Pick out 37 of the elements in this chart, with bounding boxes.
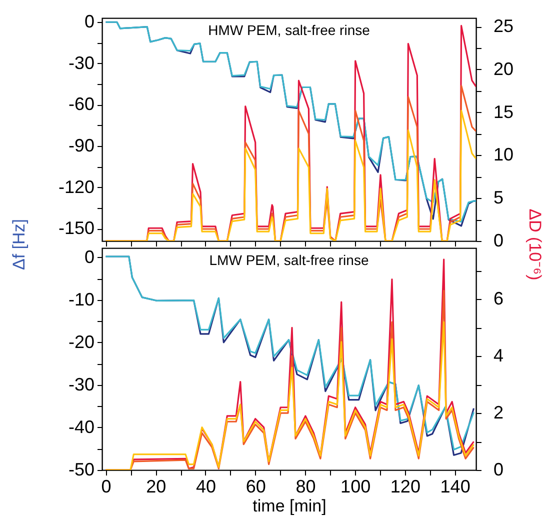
- line-series: [104, 321, 475, 470]
- y2-tick-label: 25: [494, 16, 514, 36]
- y-tick-label: -10: [68, 289, 94, 310]
- y-tick-label: -90: [68, 136, 94, 156]
- y-tick-label: -150: [58, 218, 94, 238]
- line-series: [104, 110, 476, 241]
- chart-title: LMW PEM, salt-free rinse: [209, 252, 369, 268]
- x-tick-label: 40: [196, 476, 216, 496]
- y2-axis-title: ΔD (10⁻⁶): [526, 208, 545, 280]
- x-tick-label: 60: [246, 476, 266, 496]
- y-tick-label: -40: [68, 416, 94, 437]
- y2-tick-label: 15: [494, 102, 514, 122]
- y-tick-label: 0: [84, 246, 94, 267]
- y-tick-label: -50: [68, 460, 94, 480]
- y-tick-label: 0: [84, 12, 94, 32]
- x-tick-label: 140: [440, 476, 470, 496]
- y2-tick-label: 4: [494, 346, 504, 366]
- y2-tick-label: 0: [494, 230, 504, 250]
- y-tick-label: -30: [68, 52, 94, 73]
- y-tick-label: -60: [68, 94, 94, 114]
- y2-tick-label: 10: [494, 144, 514, 165]
- y-tick-label: -20: [68, 332, 94, 352]
- x-axis-title: time [min]: [252, 496, 326, 516]
- x-tick-label: 80: [296, 476, 316, 496]
- chart-title: HMW PEM, salt-free rinse: [208, 22, 370, 38]
- y-tick-label: -120: [58, 176, 94, 197]
- y-axis-title: Δf [Hz]: [9, 218, 28, 270]
- y-tick-label: -30: [68, 374, 94, 394]
- y2-tick-label: 5: [494, 188, 504, 208]
- y2-tick-label: 0: [494, 460, 504, 480]
- y2-tick-label: 2: [494, 402, 504, 423]
- x-tick-label: 20: [146, 476, 166, 496]
- x-tick-label: 120: [390, 476, 420, 496]
- y2-tick-label: 20: [494, 58, 514, 79]
- y2-tick-label: 6: [494, 288, 504, 309]
- x-tick-label: 100: [340, 476, 371, 496]
- x-tick-label: 0: [101, 476, 112, 496]
